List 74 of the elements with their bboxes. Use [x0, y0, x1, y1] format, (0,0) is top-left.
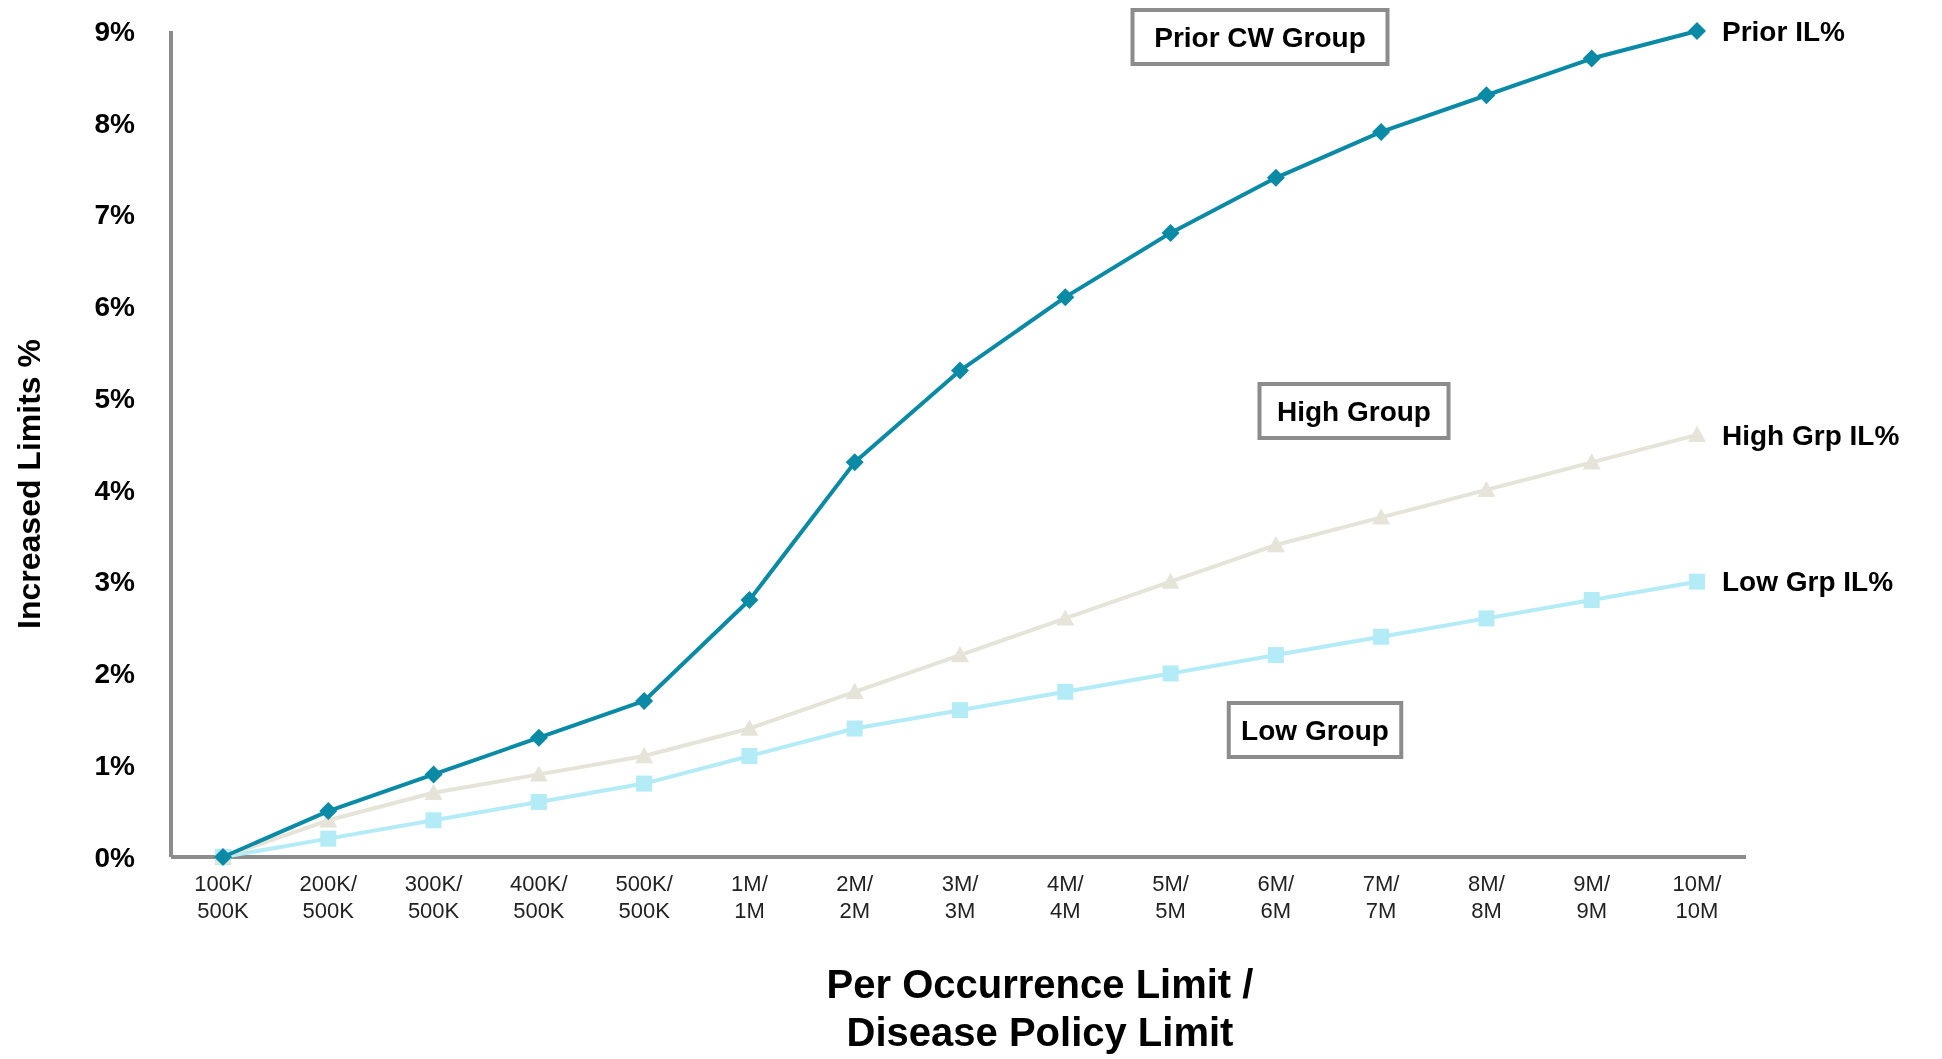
y-tick-label: 6% [94, 291, 136, 323]
point [845, 682, 864, 699]
point [424, 783, 443, 800]
x-tick-label: 10M/ 10M [1672, 871, 1723, 923]
point [529, 728, 548, 747]
point [529, 765, 548, 782]
y-tick-label: 7% [94, 199, 136, 231]
x-tick-label: 8M/ 8M [1468, 871, 1506, 923]
y-tick-label: 2% [94, 658, 136, 690]
x-tick-label: 500K/ 500K [615, 871, 674, 923]
annotation: High Group [1277, 395, 1431, 427]
point [952, 702, 968, 719]
x-tick-label: 400K/ 500K [510, 871, 569, 923]
point [1583, 592, 1600, 609]
point [635, 691, 654, 710]
point [1477, 480, 1496, 498]
series-label: Low Grp IL% [1722, 566, 1894, 598]
point [1161, 223, 1180, 242]
x-tick-label: 100K/ 500K [194, 871, 253, 923]
point [1372, 508, 1391, 525]
series-label: Prior IL% [1722, 15, 1846, 47]
y-tick-label: 4% [94, 474, 136, 506]
annotation: Low Group [1241, 714, 1389, 746]
point [1266, 535, 1285, 553]
point [845, 453, 864, 472]
point [1688, 22, 1706, 40]
x-tick-label: 4M/ 4M [1046, 871, 1085, 923]
x-tick-label: 200K/ 500K [299, 871, 358, 923]
point [424, 765, 443, 784]
y-tick-label: 0% [94, 841, 136, 873]
point [1161, 572, 1180, 589]
point [1267, 647, 1284, 664]
point [636, 775, 653, 792]
point [1582, 49, 1601, 68]
point [740, 719, 759, 736]
point [741, 748, 758, 765]
point [1477, 86, 1496, 105]
y-tick-label: 9% [94, 15, 136, 47]
x-tick-label: 1M/ 1M [731, 871, 769, 923]
point [425, 812, 442, 829]
point [320, 830, 337, 847]
point [1056, 609, 1075, 626]
point [951, 646, 969, 663]
x-tick-label: 2M/ 2M [836, 871, 874, 923]
point [1688, 425, 1706, 443]
x-tick-label: 3M/ 3M [941, 871, 980, 923]
point [319, 802, 338, 821]
point [1372, 122, 1391, 141]
y-axis-title: Increased Limits % [11, 339, 47, 629]
x-tick-label: 300K/ 500K [404, 871, 464, 923]
x-tick-label: 7M/ 7M [1362, 871, 1401, 923]
point [635, 747, 654, 764]
y-tick-label: 8% [94, 107, 136, 139]
series-label: High Grp IL% [1722, 419, 1900, 451]
x-axis-title: Per Occurrence Limit / Disease Policy Limit [826, 962, 1254, 1054]
point [740, 591, 759, 610]
x-tick-label: 9M/ 9M [1573, 871, 1611, 923]
x-tick-label: 5M/ 5M [1152, 871, 1190, 923]
point [1162, 665, 1179, 682]
point [530, 793, 547, 810]
y-tick-label: 1% [94, 750, 136, 782]
annotation: Prior CW Group [1154, 21, 1366, 53]
point [1689, 573, 1705, 590]
point [1478, 610, 1495, 627]
x-tick-label: 6M/ 6M [1257, 871, 1296, 923]
point [1373, 628, 1390, 645]
point [1057, 683, 1074, 700]
point [1056, 288, 1075, 307]
point [1266, 168, 1285, 187]
point [951, 361, 969, 380]
y-tick-label: 3% [94, 566, 136, 598]
point [1582, 453, 1601, 470]
point [846, 720, 863, 737]
y-tick-label: 5% [94, 382, 136, 414]
